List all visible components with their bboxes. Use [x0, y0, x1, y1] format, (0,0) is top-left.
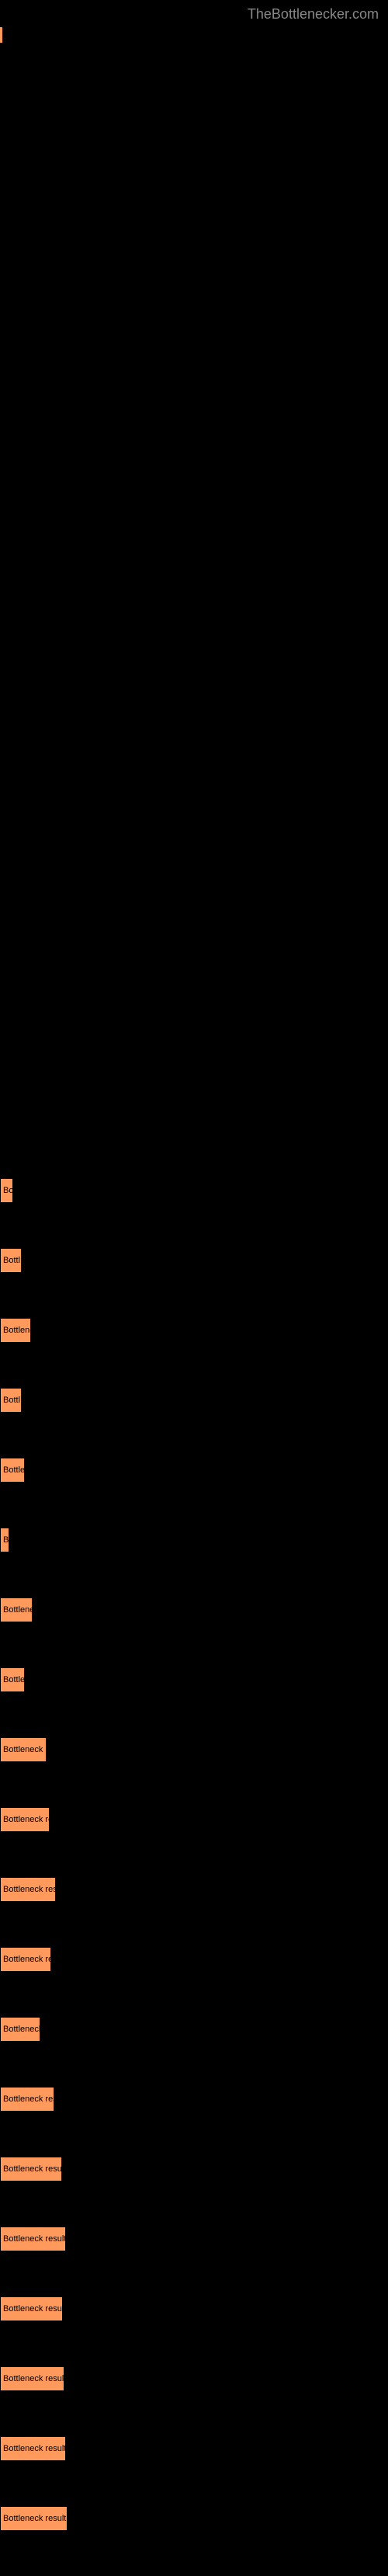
bar-row: Bottle [0, 1667, 388, 1692]
bar-row: Bottleneck result [0, 2227, 388, 2251]
bar-row: Bottleneck result [0, 2157, 388, 2181]
bar-row: Bottleneck result [0, 2296, 388, 2321]
bar-label: Bottl [1, 1396, 20, 1405]
bar-label: Bottlene [1, 1605, 32, 1615]
bar: Bottlene [0, 1597, 33, 1622]
bar-label: Bottleneck res [1, 1955, 50, 1964]
bar-row: Bottleneck res [0, 1807, 388, 1832]
bar-row: Bottleneck result [0, 1877, 388, 1902]
bar: B [0, 1528, 9, 1552]
bar: Bottle [0, 1458, 25, 1483]
bar-label: Bottleneck re [1, 1745, 46, 1754]
bar-label: Bottleneck [1, 2025, 40, 2034]
bar-label: Bottlene [1, 1326, 30, 1335]
bar-label: Bottle [1, 1465, 24, 1475]
bar: Bottleneck result [0, 2506, 68, 2531]
bar-row: Bottl [0, 1248, 388, 1273]
header: TheBottlenecker.com [0, 0, 388, 29]
bar-row: Bottleneck result [0, 2506, 388, 2531]
side-marker [0, 27, 2, 43]
bar: Bottlene [0, 1318, 31, 1343]
bar-row: Bottleneck result [0, 2436, 388, 2461]
bar: Bottl [0, 1248, 22, 1273]
bar-label: Bottleneck result [1, 2514, 66, 2523]
bar: Bottleneck result [0, 1877, 56, 1902]
bar-label: Bottleneck result [1, 2444, 65, 2453]
bar-label: Bottleneck result [1, 2164, 61, 2174]
bar: Bottleneck result [0, 2366, 64, 2391]
bar-row: Bo [0, 1178, 388, 1203]
bar-row: B [0, 1528, 388, 1552]
bar-label: Bottle [1, 1675, 24, 1684]
bar: Bottleneck [0, 2017, 40, 2042]
bar: Bottleneck res [0, 1947, 51, 1972]
bar-label: Bo [1, 1186, 12, 1195]
bar-label: Bottleneck result [1, 2234, 65, 2244]
bar-row: Bottleneck [0, 2017, 388, 2042]
bar-label: B [1, 1535, 9, 1545]
bar-row: Bottlene [0, 1597, 388, 1622]
brand-text: TheBottlenecker.com [248, 6, 379, 22]
bar-row: Bottle [0, 1458, 388, 1483]
bar-row: Bottlene [0, 1318, 388, 1343]
bar-label: Bottleneck resu [1, 2095, 54, 2104]
chart-container: Bo Bottl Bottlene Bottl Bottle B Bottlene Bottl… [0, 1178, 388, 2531]
bar-row: Bottleneck re [0, 1737, 388, 1762]
bar: Bottl [0, 1388, 22, 1413]
bar: Bottleneck result [0, 2296, 63, 2321]
bar: Bottleneck re [0, 1737, 47, 1762]
bar-label: Bottleneck result [1, 2304, 62, 2314]
bar: Bo [0, 1178, 13, 1203]
bar-label: Bottleneck result [1, 2374, 64, 2383]
bar-row: Bottleneck result [0, 2366, 388, 2391]
bar-label: Bottleneck res [1, 1815, 49, 1824]
bar: Bottleneck resu [0, 2087, 54, 2112]
bar: Bottleneck result [0, 2227, 66, 2251]
bar-row: Bottl [0, 1388, 388, 1413]
bar: Bottleneck result [0, 2436, 66, 2461]
bar: Bottleneck result [0, 2157, 62, 2181]
bar-label: Bottleneck result [1, 1885, 55, 1894]
bar: Bottle [0, 1667, 25, 1692]
bar-row: Bottleneck res [0, 1947, 388, 1972]
bar-row: Bottleneck resu [0, 2087, 388, 2112]
bar: Bottleneck res [0, 1807, 50, 1832]
bar-label: Bottl [1, 1256, 20, 1265]
